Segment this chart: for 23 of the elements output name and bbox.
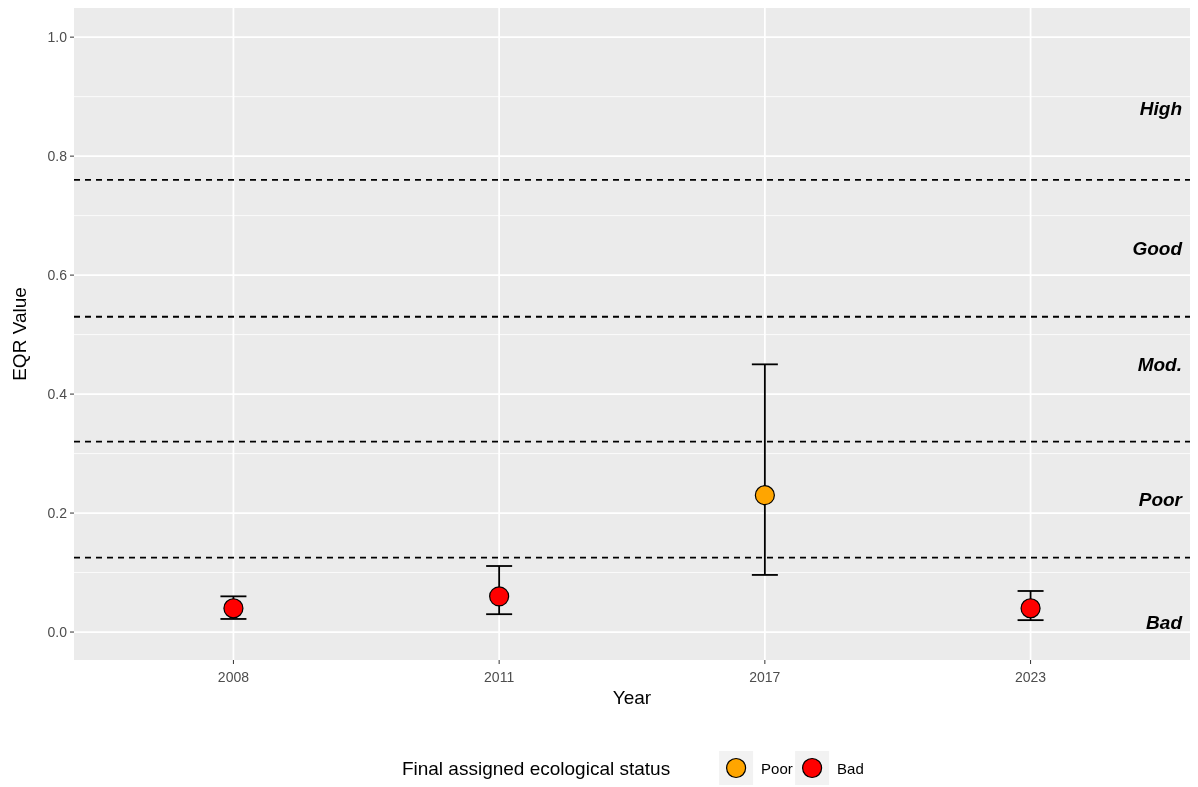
x-tick-label: 2011: [484, 669, 515, 685]
x-tick-label: 2023: [1014, 669, 1047, 685]
annotation: Mod.: [1137, 353, 1182, 375]
y-tick-label: 0.0: [47, 624, 68, 641]
y-tick-label: 1.0: [47, 29, 68, 46]
y-tick-label: 0.2: [47, 505, 68, 522]
y-tick-label: 0.6: [47, 267, 68, 284]
point: [1020, 598, 1041, 619]
annotation: Poor: [1138, 489, 1184, 511]
y-tick-label: 0.4: [47, 386, 68, 403]
x-tick-label: 2008: [217, 669, 250, 685]
legend-title: Final assigned ecological status: [401, 757, 671, 779]
annotation: High: [1139, 98, 1182, 120]
annotation: Good: [1132, 237, 1183, 259]
point: [754, 485, 775, 506]
y-axis-title: EQR Value: [9, 287, 30, 381]
annotation: Bad: [1146, 611, 1183, 633]
point: [489, 586, 510, 607]
legend-label: Poor: [761, 759, 793, 777]
legend-label: Bad: [837, 759, 864, 777]
y-tick-label: 0.8: [47, 148, 68, 165]
x-tick-label: 2017: [749, 669, 781, 685]
x-axis-title: Year: [612, 687, 652, 708]
